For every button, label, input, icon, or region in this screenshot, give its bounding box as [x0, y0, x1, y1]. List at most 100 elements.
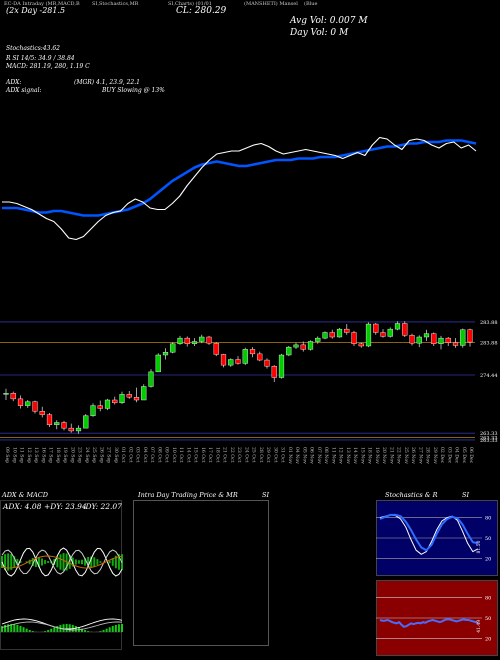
candle-body — [184, 337, 190, 344]
candle-body — [249, 349, 256, 355]
oscillator-side-label: 81.50 — [476, 540, 482, 553]
candle-body — [148, 371, 154, 387]
intraday-si-label: SI — [262, 491, 270, 499]
grid-label: 20 — [485, 636, 491, 642]
candle-body — [402, 323, 408, 336]
adx-bar — [28, 559, 31, 565]
adx-bar — [13, 556, 16, 568]
adx-bar — [56, 556, 59, 568]
candle-body — [409, 335, 415, 344]
grid-label: 80 — [485, 596, 491, 602]
macd-values: MACD: 281.19, 280, 1.19 C — [6, 63, 90, 70]
macd-histogram-bar — [87, 631, 90, 632]
adx-signal-value: BUY Slowing @ 13% — [102, 87, 165, 94]
date-label: 10 Oct — [171, 447, 177, 463]
candle-body — [445, 337, 451, 343]
macd-histogram-bar — [65, 624, 68, 632]
price-axis-label: 263.33 — [480, 438, 498, 444]
intraday-title: Intra Day Trading Price & MR — [138, 491, 238, 499]
candle-body — [438, 337, 444, 344]
adx-chart — [1, 547, 123, 577]
date-label: 11 Sep — [19, 447, 25, 463]
candle-body — [155, 354, 161, 373]
header-title-3: SI,Charts) (01/01 — [168, 1, 212, 7]
macd-histogram-bar — [19, 625, 22, 632]
candle-body — [119, 394, 125, 404]
candle-body — [39, 411, 45, 415]
adx-bar — [4, 554, 7, 570]
avg-volume-label: Avg Vol: 0.007 M — [290, 16, 368, 26]
date-label: 11 Nov — [330, 447, 336, 464]
candle-body — [329, 332, 335, 338]
date-label: 26 Nov — [410, 447, 416, 464]
date-label: 23 Oct — [236, 447, 242, 463]
blue-indicator-line — [2, 139, 477, 217]
date-label: 17 Oct — [207, 447, 213, 463]
candle-body — [286, 346, 292, 356]
candle-body — [68, 427, 74, 432]
date-label: 07 Nov — [316, 447, 322, 464]
macd-histogram-bar — [7, 624, 10, 632]
adx-mgr-values: (MGR) 4.1, 23.9, 22.1 — [74, 79, 140, 86]
date-label: 13 Nov — [345, 447, 351, 464]
date-label: 19 Sep — [62, 447, 68, 463]
macd-histogram-bar — [62, 624, 65, 632]
candle-body — [97, 405, 103, 409]
candle-body — [431, 333, 437, 344]
date-label: 17 Sep — [48, 447, 54, 463]
adx-macd-panel: ADX: 4.08 +DY: 23.94 -DY: 22.07 — [0, 500, 122, 650]
top-line-chart — [2, 136, 477, 241]
candle-body — [300, 344, 306, 350]
date-label: 15 Oct — [193, 447, 199, 463]
candle-body — [315, 337, 321, 342]
date-label: 23 Sep — [77, 447, 83, 463]
candle-body — [54, 422, 60, 425]
date-label: 04 Dec — [454, 447, 460, 464]
date-label: 31 Oct — [280, 447, 286, 463]
adx-bar — [93, 557, 96, 567]
date-label: 13 Sep — [33, 447, 39, 463]
adx-signal-label: ADX signal: — [6, 87, 42, 94]
adx-bar — [59, 554, 62, 570]
macd-histogram-bar — [16, 624, 19, 632]
date-label: 01 Oct — [120, 447, 126, 463]
adx-bar — [77, 560, 80, 564]
macd-histogram-bar — [22, 627, 25, 632]
candle-body — [75, 427, 82, 432]
date-label: 08 Nov — [323, 447, 329, 464]
date-label: 03 Dec — [446, 447, 452, 464]
date-label: 07 Oct — [149, 447, 155, 463]
adx-bar — [84, 558, 87, 566]
macd-histogram-bar — [114, 624, 117, 632]
candle-body — [452, 342, 459, 346]
date-label: 01 Nov — [287, 447, 293, 464]
date-label: 09 Oct — [164, 447, 170, 463]
adx-bar — [90, 556, 93, 568]
adx-bar — [108, 560, 111, 564]
macd-histogram-bar — [68, 624, 71, 632]
candle-body — [61, 422, 67, 429]
date-label: 08 Oct — [156, 447, 162, 463]
candle-body — [380, 332, 386, 337]
candle-body — [467, 329, 473, 343]
adx-bar — [62, 553, 65, 571]
macd-histogram-bar — [81, 628, 83, 632]
day-volume-label: Day Vol: 0 M — [290, 28, 349, 38]
price-axis-label: 263.33 — [480, 431, 498, 437]
adx-bar — [19, 561, 22, 563]
adx-bar — [111, 558, 114, 566]
candle-body — [162, 351, 169, 356]
adx-bar — [117, 554, 120, 570]
candle-body — [133, 396, 140, 401]
date-label: 18 Nov — [367, 447, 373, 464]
candle-body — [199, 336, 205, 342]
candle-body — [351, 332, 357, 344]
candle-body — [365, 323, 372, 347]
oscillator-side-label: 41.49 — [476, 620, 482, 633]
candle-body — [90, 405, 96, 416]
minus-dy-line — [1, 549, 123, 575]
macd-histogram-bar — [56, 626, 59, 632]
candle-body — [336, 328, 343, 338]
